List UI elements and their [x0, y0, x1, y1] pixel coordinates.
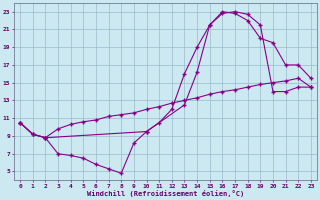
X-axis label: Windchill (Refroidissement éolien,°C): Windchill (Refroidissement éolien,°C)	[87, 190, 244, 197]
